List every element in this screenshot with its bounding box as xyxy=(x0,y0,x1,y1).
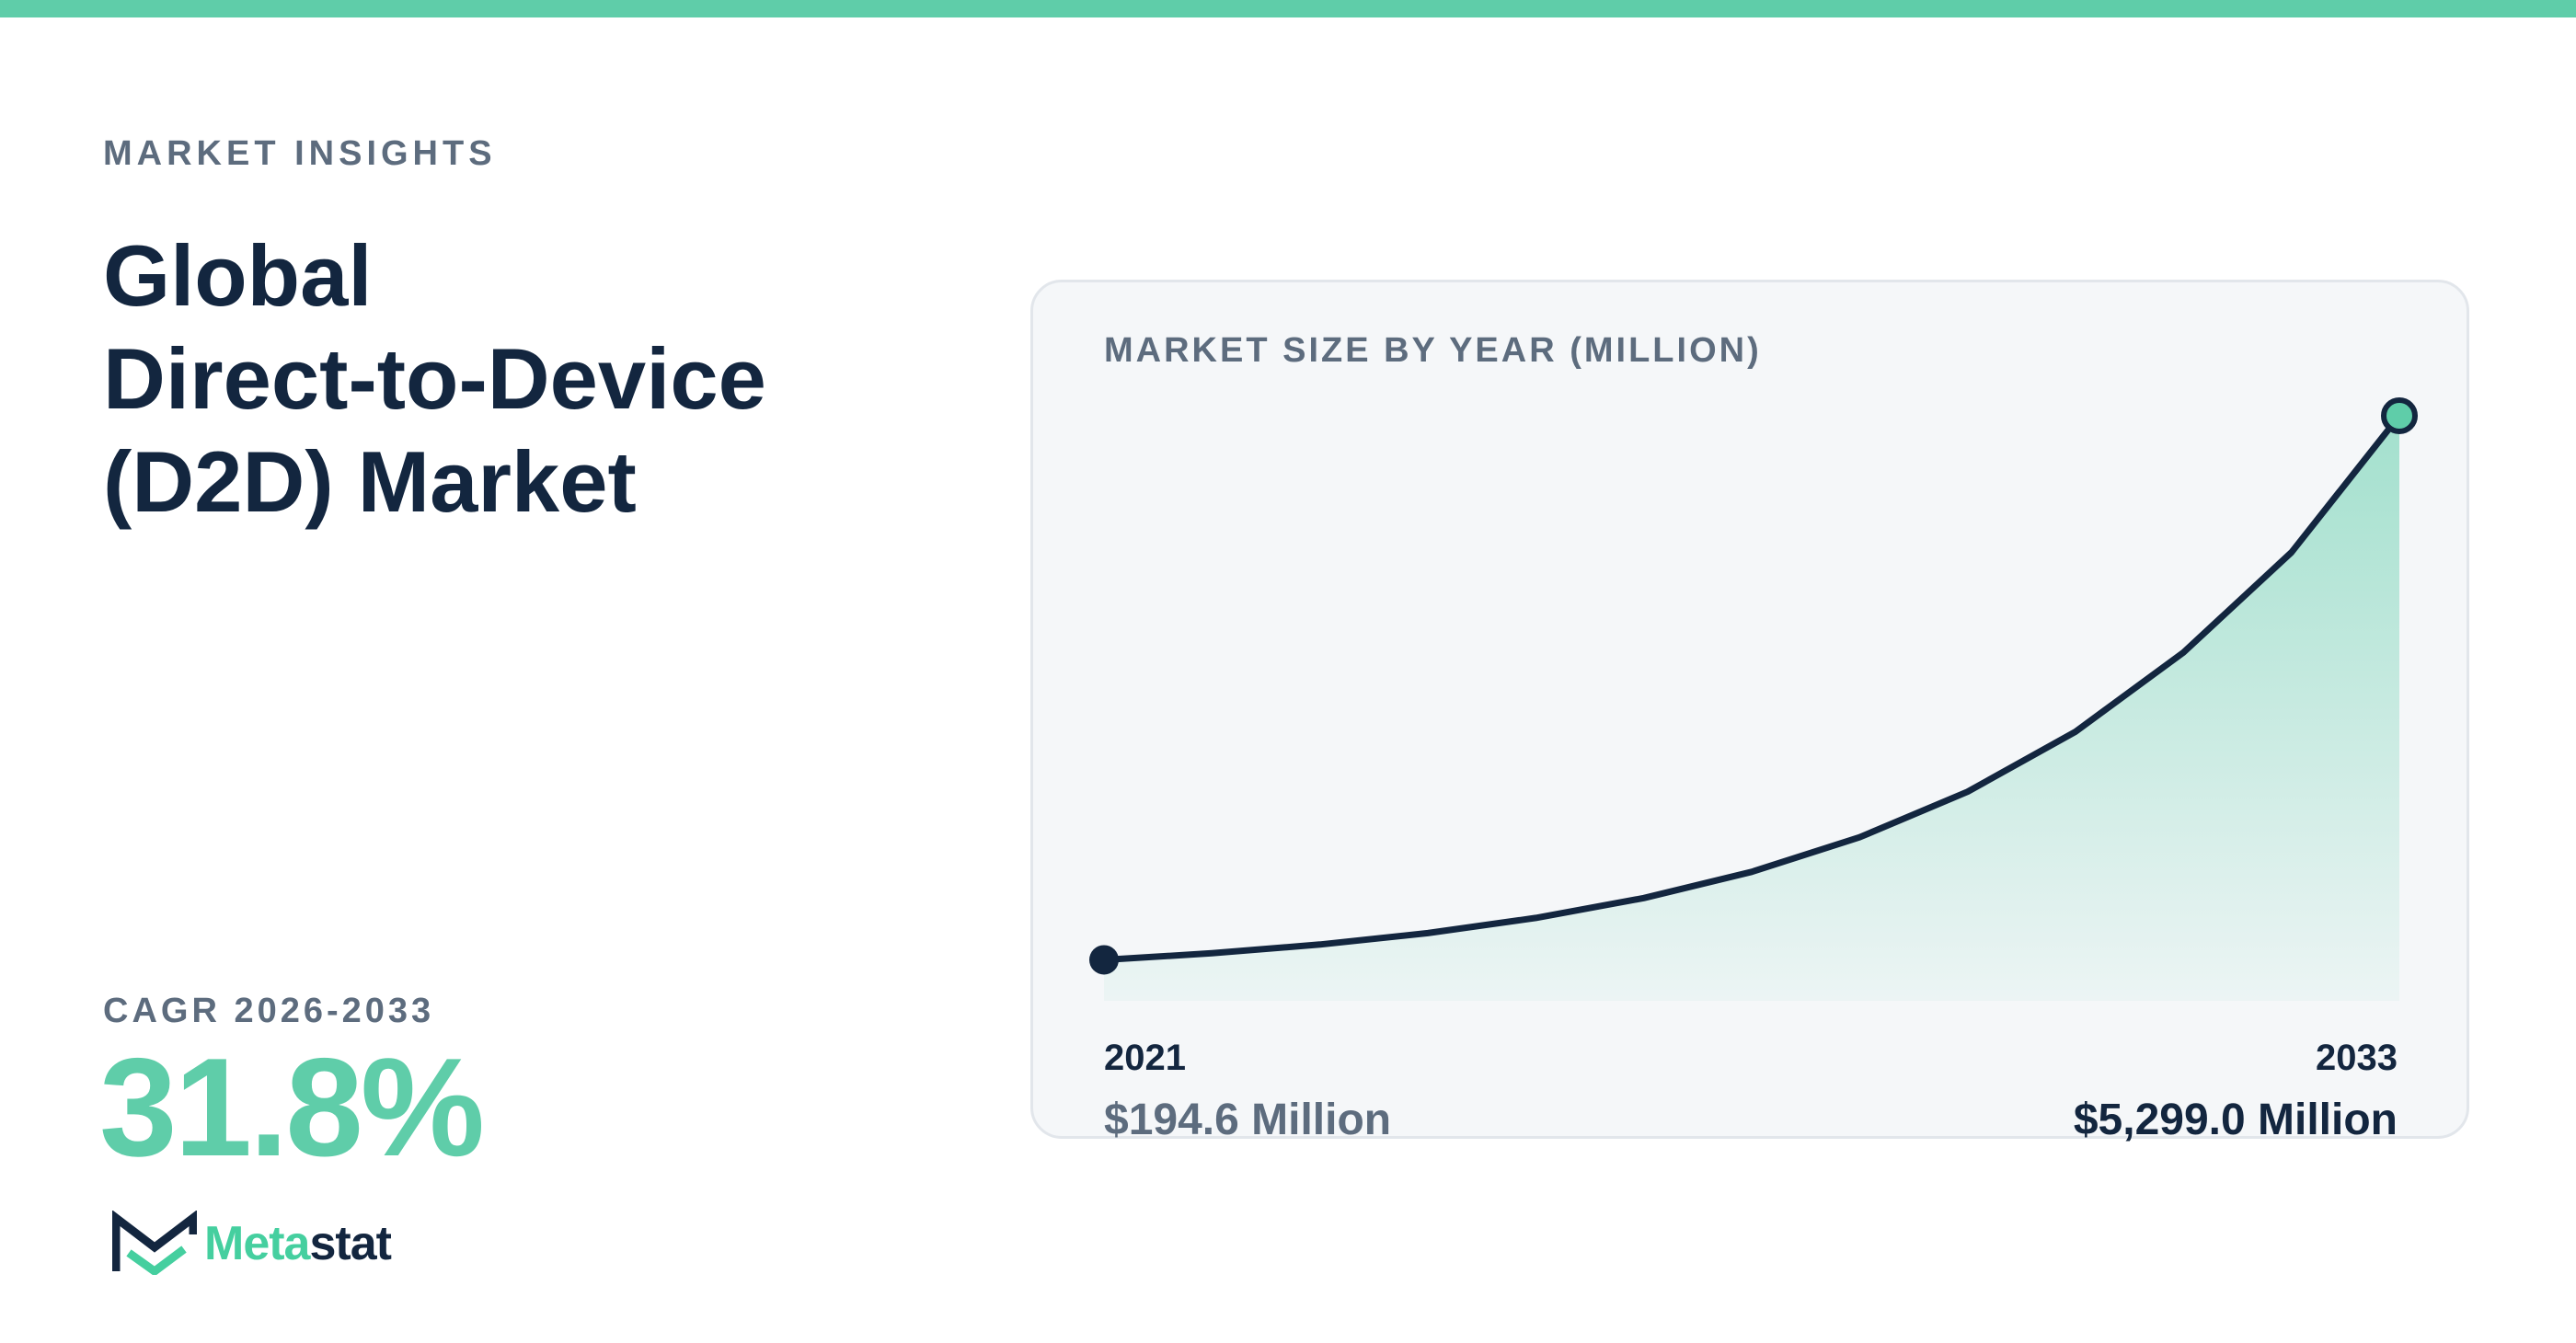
title-line-2: Direct-to-Device xyxy=(103,330,766,427)
end-point xyxy=(2381,397,2418,434)
cagr-value: 31.8% xyxy=(99,1029,485,1186)
start-value-label: $194.6 Million xyxy=(1104,1096,1392,1144)
eyebrow-label: MARKET INSIGHTS xyxy=(103,134,497,173)
page-title: Global Direct-to-Device (D2D) Market xyxy=(103,224,931,534)
chart-title: MARKET SIZE BY YEAR (MILLION) xyxy=(1104,331,1762,370)
end-value-label: $5,299.0 Million xyxy=(2073,1096,2398,1144)
logo-wordmark: Metastat xyxy=(204,1216,392,1271)
title-line-1: Global xyxy=(103,227,373,324)
area-fill xyxy=(1104,416,2399,1001)
start-point xyxy=(1089,945,1119,975)
top-accent-bar xyxy=(0,0,2576,17)
logo-text-meta: Meta xyxy=(204,1217,310,1270)
title-line-3: (D2D) Market xyxy=(103,433,637,530)
logo-mark-icon xyxy=(112,1211,197,1275)
cagr-label: CAGR 2026-2033 xyxy=(103,992,435,1030)
start-year-label: 2021 xyxy=(1104,1038,1186,1078)
end-year-label: 2033 xyxy=(2316,1038,2398,1078)
logo-text-stat: stat xyxy=(309,1217,391,1270)
series-line xyxy=(1100,412,2403,963)
